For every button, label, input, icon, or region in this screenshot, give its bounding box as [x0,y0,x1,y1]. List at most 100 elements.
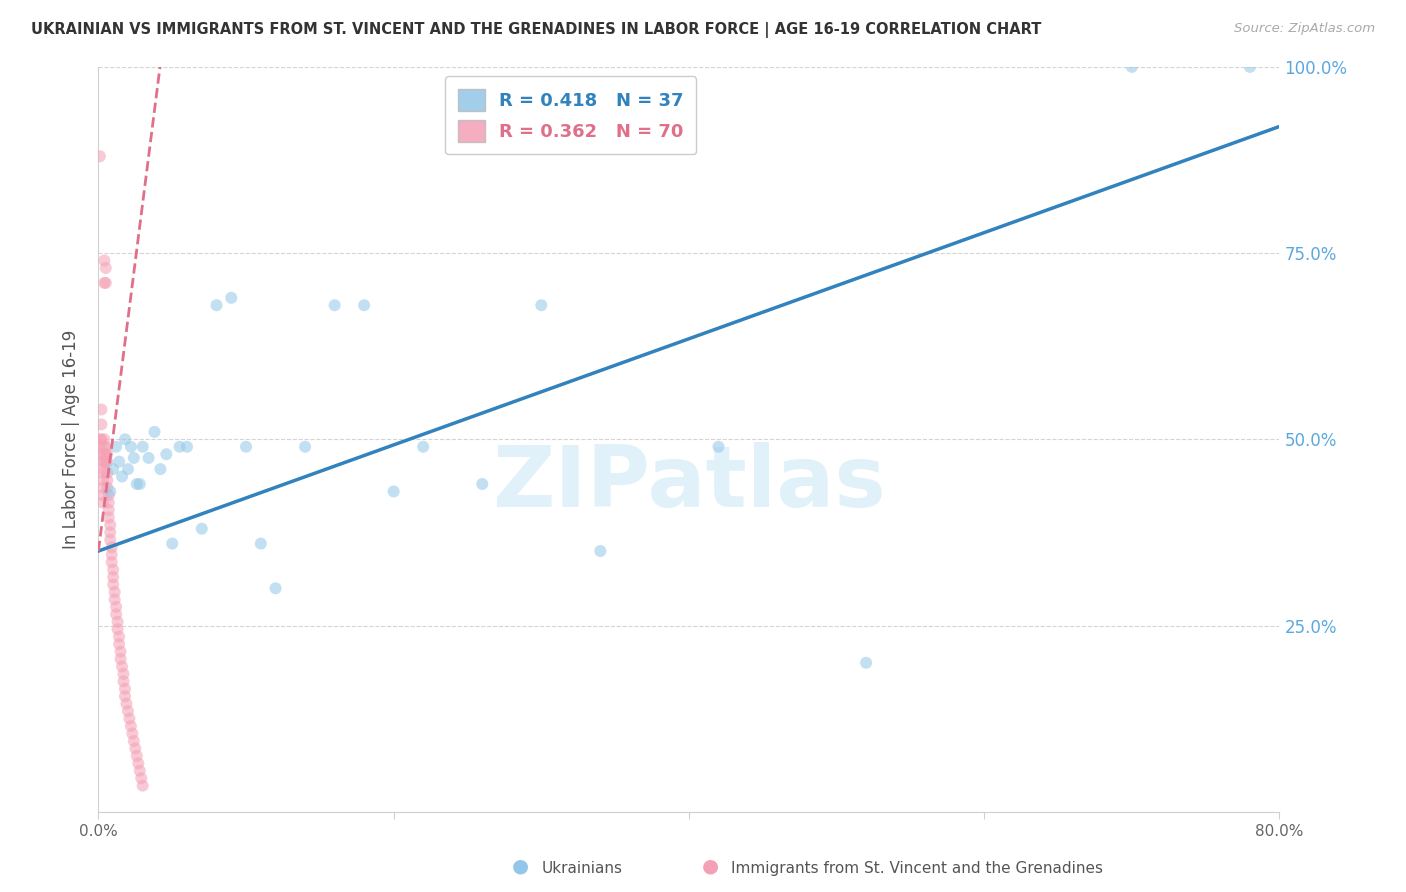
Legend: R = 0.418   N = 37, R = 0.362   N = 70: R = 0.418 N = 37, R = 0.362 N = 70 [446,76,696,154]
Point [91,495,114,509]
Point [176,440,198,454]
Point [90,433,112,447]
Text: ZIPatlas: ZIPatlas [492,442,886,525]
Point [93,253,115,268]
Point [98,525,121,540]
Point [120,719,142,733]
Point [108,455,131,469]
Point [235,440,257,454]
Point [110,652,132,666]
Point [93,276,115,290]
Point [94,455,117,469]
Point [100,541,122,555]
Point [104,592,127,607]
Point [94,276,117,290]
Point [97,488,120,502]
Point [294,440,316,454]
Point [129,771,152,785]
Point [107,615,129,629]
Point [112,667,135,681]
Point [128,764,150,778]
Point [91,473,114,487]
Point [97,495,120,509]
Point [155,447,177,461]
Point [191,522,214,536]
Point [138,450,160,465]
Point [96,473,118,487]
Point [471,477,494,491]
Point [108,630,131,644]
Point [707,440,730,454]
Point [93,455,115,469]
Point [94,440,117,454]
Point [91,488,114,502]
Point [103,563,125,577]
Point [412,440,434,454]
Point [132,440,155,454]
Point [112,674,135,689]
Point [91,481,114,495]
Point [530,298,553,312]
Point [127,756,149,771]
Point [98,518,121,533]
Point [149,462,172,476]
Point [96,466,118,480]
Point [382,484,405,499]
Point [89,433,111,447]
Point [169,440,191,454]
Point [111,469,134,483]
Point [125,477,148,491]
Point [114,433,136,447]
Point [124,741,146,756]
Point [97,510,120,524]
Point [107,622,129,636]
Point [93,447,115,461]
Point [114,681,136,696]
Point [91,455,114,469]
Point [91,462,114,476]
Point [103,577,125,591]
Point [117,704,139,718]
Point [96,447,118,461]
Point [94,260,117,275]
Point [110,644,132,658]
Point [104,585,127,599]
Point [221,291,243,305]
Point [121,726,143,740]
Point [105,599,128,614]
Point [205,298,228,312]
Point [855,656,877,670]
Text: UKRAINIAN VS IMMIGRANTS FROM ST. VINCENT AND THE GRENADINES IN LABOR FORCE | AGE: UKRAINIAN VS IMMIGRANTS FROM ST. VINCENT… [31,22,1042,38]
Point [323,298,346,312]
Point [105,440,128,454]
Point [115,697,138,711]
Text: ●: ● [512,857,529,876]
Point [250,536,273,550]
Point [93,440,115,454]
Point [89,440,111,454]
Point [96,481,118,495]
Point [105,607,128,622]
Point [93,433,115,447]
Point [125,748,148,763]
Point [98,533,121,547]
Point [118,712,141,726]
Point [103,462,125,476]
Point [589,544,612,558]
Point [103,570,125,584]
Point [122,734,145,748]
Point [1239,60,1261,74]
Point [90,447,112,461]
Point [97,503,120,517]
Point [143,425,166,439]
Point [90,402,112,417]
Point [108,637,131,651]
Point [132,779,155,793]
Point [353,298,375,312]
Point [162,536,183,550]
Point [89,149,111,163]
Text: Immigrants from St. Vincent and the Grenadines: Immigrants from St. Vincent and the Gren… [731,861,1104,876]
Y-axis label: In Labor Force | Age 16-19: In Labor Force | Age 16-19 [62,330,80,549]
Text: Source: ZipAtlas.com: Source: ZipAtlas.com [1234,22,1375,36]
Text: ●: ● [702,857,718,876]
